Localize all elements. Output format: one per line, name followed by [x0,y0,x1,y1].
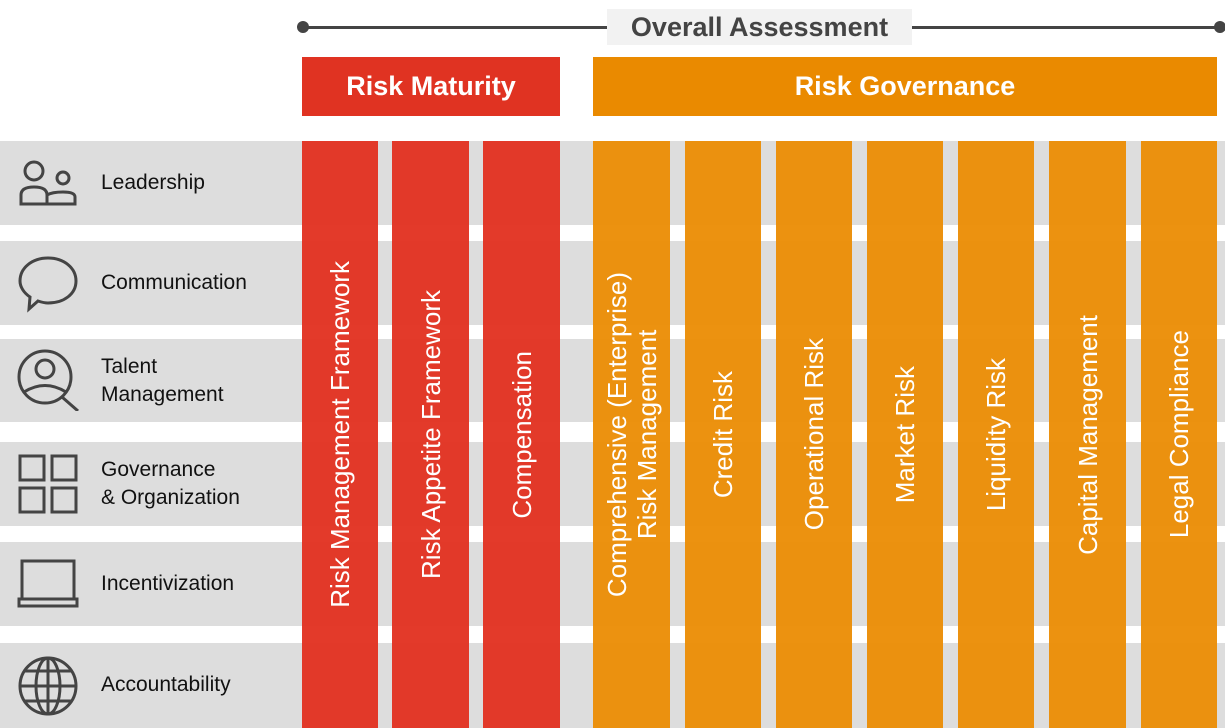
row-label-leadership: Leadership [101,171,205,194]
globe-icon [18,656,78,716]
bracket-end-dot [1214,21,1225,33]
row-label-accountability: Accountability [101,673,231,696]
column-label: Credit Risk [708,370,738,499]
column-compensation: Compensation [483,141,560,728]
row-label-communication: Communication [101,271,247,294]
column-label: Compensation [506,350,537,519]
column-label: Risk Management Framework [325,261,355,608]
column-capital-management: Capital Management [1049,141,1126,728]
column-operational-risk: Operational Risk [776,141,852,728]
speech-bubble-icon [18,256,78,313]
column-label: Legal Compliance [1164,330,1194,539]
column-label: Capital Management [1072,314,1103,555]
row-label-talent-management: Talent Management [101,355,224,406]
column-label: Liquidity Risk [981,357,1011,512]
column-liquidity-risk: Liquidity Risk [958,141,1034,728]
column-risk-management-framework: Risk Management Framework [302,141,378,728]
grid-icon [18,454,78,514]
header-risk-maturity: Risk Maturity [302,57,560,116]
column-credit-risk: Credit Risk [685,141,761,728]
laptop-icon [17,559,79,608]
row-label-governance-organization: Governance & Organization [101,458,240,509]
column-comprehensive-risk-management: Comprehensive (Enterprise) Risk Manageme… [593,141,670,728]
column-label: Risk Appetite Framework [415,290,446,579]
people-icon [19,160,77,206]
row-label-incentivization: Incentivization [101,572,235,595]
column-legal-compliance: Legal Compliance [1141,141,1217,728]
column-label: Market Risk [890,365,920,504]
header-risk-governance: Risk Governance [593,57,1217,116]
overall-assessment-label: Overall Assessment [607,9,912,45]
person-search-icon [17,349,79,411]
column-market-risk: Market Risk [867,141,943,728]
column-risk-appetite-framework: Risk Appetite Framework [392,141,469,728]
column-label: Comprehensive (Enterprise) Risk Manageme… [601,271,662,598]
column-label: Operational Risk [799,338,829,531]
bracket-start-dot [297,21,309,33]
